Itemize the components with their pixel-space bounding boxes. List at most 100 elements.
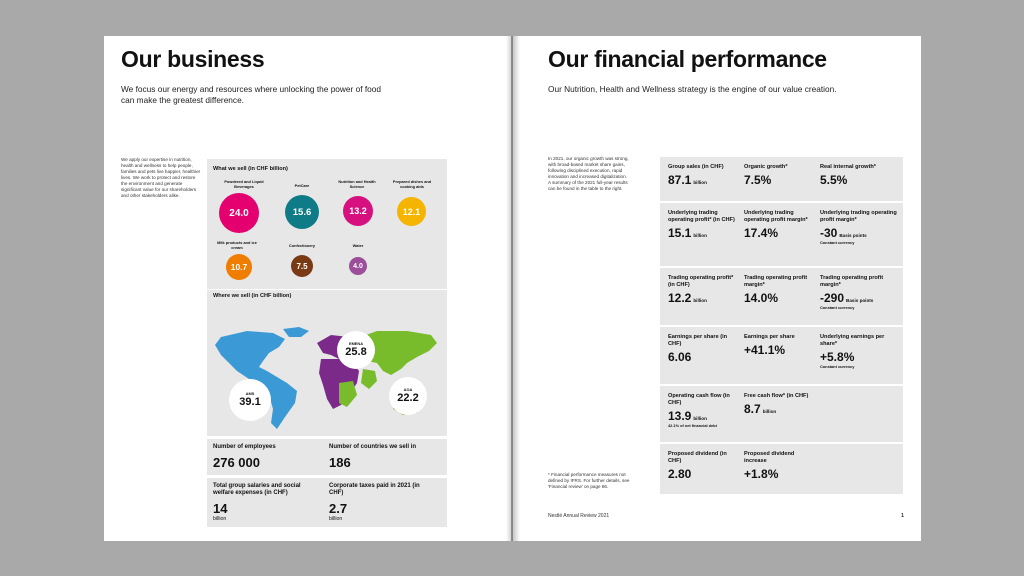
stat-label: Number of countries we sell in — [329, 444, 417, 450]
metric-cell: Earnings per share +41.1% — [744, 334, 814, 357]
metric-value: 5.5% — [820, 172, 848, 187]
metric-note: 42.1% of net financial debt — [668, 422, 717, 428]
metric-label: Trading operating profit margin* — [820, 275, 884, 288]
category-label: Water — [352, 243, 364, 248]
stat-value: 14 — [213, 501, 228, 516]
left-intro: We focus our energy and resources where … — [121, 84, 381, 105]
metric-value: 17.4% — [744, 225, 779, 240]
where-we-sell-title: Where we sell (in CHF billion) — [213, 293, 292, 299]
metrics-row-4: Earnings per share (in CHF) 6.06 Earning… — [660, 327, 903, 384]
metric-value: 12.2 billion — [668, 290, 707, 305]
where-we-sell-map: EMENA 25.8 AMS 39.1 AOA 22.2 — [207, 325, 447, 436]
stat-unit: billion — [213, 516, 227, 522]
metric-label: Trading operating profit margin* — [744, 275, 808, 288]
metric-cell: Underlying trading operating profit* (in… — [668, 210, 738, 240]
metric-value: 87.1 billion — [668, 172, 707, 187]
metric-value: 14.0% — [744, 290, 779, 305]
region-bubble-emena: EMENA 25.8 — [337, 331, 375, 369]
metric-value: +1.8% — [744, 466, 779, 481]
metric-value: 8.7 billion — [744, 401, 777, 416]
metric-label: Trading operating profit* (in CHF) — [668, 275, 734, 288]
aoa-region — [355, 331, 437, 375]
metric-label: Earnings per share — [744, 334, 795, 340]
metric-cell: Underlying trading operating profit marg… — [820, 210, 900, 245]
category-label: Powdered and Liquid Beverages — [224, 179, 264, 189]
region-label: AMS — [245, 391, 255, 396]
category-label: Prepared dishes and cooking aids — [392, 179, 432, 189]
region-value: 22.2 — [397, 392, 419, 404]
metric-label: Proposed dividend increase — [744, 451, 795, 464]
stat-value: 186 — [329, 455, 351, 470]
metric-label: Organic growth* — [744, 164, 788, 170]
category-circle: 4.0 — [349, 257, 367, 275]
category-label: Nutrition and Health Science — [338, 179, 376, 189]
metric-value: 13.9 billion — [668, 408, 707, 423]
region-label: AOA — [403, 387, 413, 392]
category-circle: 24.0 — [219, 193, 259, 233]
left-page: Our business We focus our energy and res… — [104, 36, 511, 541]
metrics-row-6: Proposed dividend (in CHF) 2.80 Proposed… — [660, 444, 903, 494]
metric-cell: Trading operating profit* (in CHF) 12.2 b… — [668, 275, 738, 305]
metrics-row-3: Trading operating profit* (in CHF) 12.2 b… — [660, 268, 903, 325]
metric-label: Underlying trading operating profit* (in… — [668, 210, 735, 223]
category-label: Confectionery — [288, 243, 316, 248]
stats-row-2: Total group salaries and social welfare … — [207, 478, 447, 527]
stats-row-1: Number of employees 276 000 Number of co… — [207, 439, 447, 475]
footnote: * Financial performance measures not def… — [548, 472, 630, 489]
region-bubble-ams: AMS 39.1 — [229, 379, 271, 421]
stat-value: 276 000 — [213, 455, 260, 470]
stat-label: Number of employees — [213, 444, 276, 450]
metrics-row-1: Group sales (in CHF) 87.1 billion Organic… — [660, 157, 903, 201]
metric-value: -290 Basis points — [820, 290, 874, 305]
metrics-row-5: Operating cash flow (in CHF) 13.9 billion… — [660, 386, 903, 442]
region-label: EMENA — [348, 341, 364, 346]
book-spine — [506, 36, 520, 541]
category-circle: 12.1 — [397, 197, 426, 226]
right-page: Our financial performance Our Nutrition,… — [513, 36, 921, 541]
metric-label: Underlying trading operating profit marg… — [744, 210, 808, 223]
metric-cell: Operating cash flow (in CHF) 13.9 billion… — [668, 393, 738, 428]
metric-cell: Underlying earnings per share* +5.8% Con… — [820, 334, 900, 369]
metric-label: Real internal growth* — [820, 164, 876, 170]
metric-cell: Trading operating profit margin* -290 Bas… — [820, 275, 900, 310]
metric-cell: Group sales (in CHF) 87.1 billion — [668, 164, 738, 187]
metric-value: -30 Basis points — [820, 225, 867, 240]
metric-label: Free cash flow* (in CHF) — [744, 393, 809, 399]
metrics-row-2: Underlying trading operating profit* (in… — [660, 203, 903, 266]
metric-cell: Proposed dividend increase +1.8% — [744, 451, 814, 481]
stat-label: Total group salaries and social welfare … — [213, 483, 301, 496]
region-bubble-aoa: AOA 22.2 — [389, 377, 427, 415]
metric-cell: Organic growth* 7.5% — [744, 164, 814, 187]
metric-cell: Trading operating profit margin* 14.0% — [744, 275, 814, 305]
stat-unit: billion — [329, 516, 343, 522]
what-we-sell-title: What we sell (in CHF billion) — [213, 166, 288, 172]
metric-label: Proposed dividend (in CHF) — [668, 451, 727, 464]
left-side-text: We apply our expertise in nutrition, hea… — [121, 157, 201, 198]
right-side-text: In 2021, our organic growth was strong, … — [548, 156, 629, 191]
metric-cell: Earnings per share (in CHF) 6.06 — [668, 334, 738, 364]
metric-note: Constant currency — [820, 363, 855, 369]
page-title-our-business: Our business — [121, 46, 265, 72]
metric-cell: Proposed dividend (in CHF) 2.80 — [668, 451, 738, 481]
category-circle: 13.2 — [343, 196, 373, 226]
metric-label: Group sales (in CHF) — [668, 164, 724, 170]
region-value: 39.1 — [239, 396, 261, 408]
footer-text: Nestlé Annual Review 2021 — [548, 513, 610, 519]
page-title-financial-performance: Our financial performance — [548, 46, 827, 72]
category-label: Milk products and ice cream — [217, 240, 257, 250]
metric-value: 7.5% — [744, 172, 772, 187]
metric-cell: Real internal growth* 5.5% — [820, 164, 900, 187]
metric-value: 6.06 — [668, 349, 692, 364]
category-circle: 10.7 — [226, 254, 252, 280]
metric-value: +41.1% — [744, 342, 786, 357]
metric-value: 15.1 billion — [668, 225, 707, 240]
metric-cell: Free cash flow* (in CHF) 8.7 billion — [744, 393, 814, 416]
metric-label: Underlying trading operating profit marg… — [820, 210, 897, 223]
metric-note: Constant currency — [820, 304, 855, 310]
category-label: PetCare — [294, 183, 310, 188]
metric-label: Earnings per share (in CHF) — [668, 334, 728, 347]
what-we-sell-panel: What we sell (in CHF billion) Powdered a… — [207, 159, 447, 325]
stat-label: Corporate taxes paid in 2021 (in CHF) — [329, 483, 420, 496]
metric-label: Underlying earnings per share* — [820, 334, 885, 347]
category-circle: 15.6 — [285, 195, 319, 229]
